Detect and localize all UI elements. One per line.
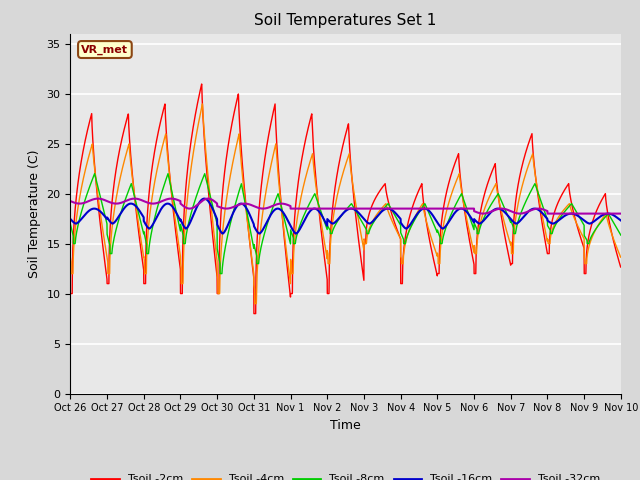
Tsoil -2cm [198,81,205,87]
Tsoil -2cm [439,210,447,216]
Line: Tsoil -16cm: Tsoil -16cm [70,199,621,234]
Tsoil -8cm [500,205,508,211]
Tsoil -16cm [219,231,227,237]
Tsoil -16cm [616,217,624,223]
Tsoil -8cm [616,231,624,237]
Tsoil -2cm [616,263,624,269]
Tsoil -16cm [617,217,625,223]
Tsoil -4cm [67,255,74,261]
X-axis label: Time: Time [330,419,361,432]
Tsoil -16cm [439,226,447,231]
Tsoil -32cm [94,196,102,202]
Tsoil -2cm [617,264,625,270]
Tsoil -8cm [439,237,447,242]
Tsoil -4cm [500,220,508,226]
Tsoil -8cm [469,224,477,230]
Title: Soil Temperatures Set 1: Soil Temperatures Set 1 [255,13,436,28]
Line: Tsoil -32cm: Tsoil -32cm [70,199,621,214]
Legend: Tsoil -2cm, Tsoil -4cm, Tsoil -8cm, Tsoil -16cm, Tsoil -32cm: Tsoil -2cm, Tsoil -4cm, Tsoil -8cm, Tsoi… [86,470,605,480]
Tsoil -16cm [500,209,508,215]
Tsoil -16cm [469,218,477,224]
Tsoil -2cm [67,291,74,297]
Tsoil -32cm [469,206,477,212]
Tsoil -32cm [617,211,625,216]
Tsoil -16cm [166,201,173,207]
Tsoil -8cm [166,177,173,183]
Tsoil -32cm [166,196,173,202]
Tsoil -4cm [616,253,624,259]
Tsoil -32cm [500,206,508,212]
Tsoil -8cm [67,221,74,227]
Text: VR_met: VR_met [81,44,129,55]
Tsoil -8cm [216,271,224,276]
Tsoil -2cm [325,267,333,273]
Tsoil -32cm [544,211,552,216]
Tsoil -2cm [166,168,173,174]
Tsoil -2cm [500,230,508,236]
Tsoil -8cm [91,171,99,177]
Tsoil -32cm [325,206,333,212]
Tsoil -4cm [439,227,447,233]
Tsoil -2cm [469,257,477,263]
Tsoil -32cm [616,211,624,216]
Line: Tsoil -4cm: Tsoil -4cm [70,104,621,303]
Tsoil -4cm [325,261,333,266]
Line: Tsoil -2cm: Tsoil -2cm [70,84,621,313]
Line: Tsoil -8cm: Tsoil -8cm [70,174,621,274]
Tsoil -16cm [67,216,74,222]
Y-axis label: Soil Temperature (C): Soil Temperature (C) [28,149,41,278]
Tsoil -4cm [198,101,206,107]
Tsoil -32cm [438,206,446,212]
Tsoil -4cm [469,246,477,252]
Tsoil -4cm [617,254,625,260]
Tsoil -8cm [617,232,625,238]
Tsoil -8cm [325,226,333,232]
Tsoil -16cm [200,196,208,202]
Tsoil -16cm [325,218,333,224]
Tsoil -2cm [250,311,258,316]
Tsoil -32cm [67,198,74,204]
Tsoil -4cm [166,170,173,176]
Tsoil -4cm [251,300,259,306]
